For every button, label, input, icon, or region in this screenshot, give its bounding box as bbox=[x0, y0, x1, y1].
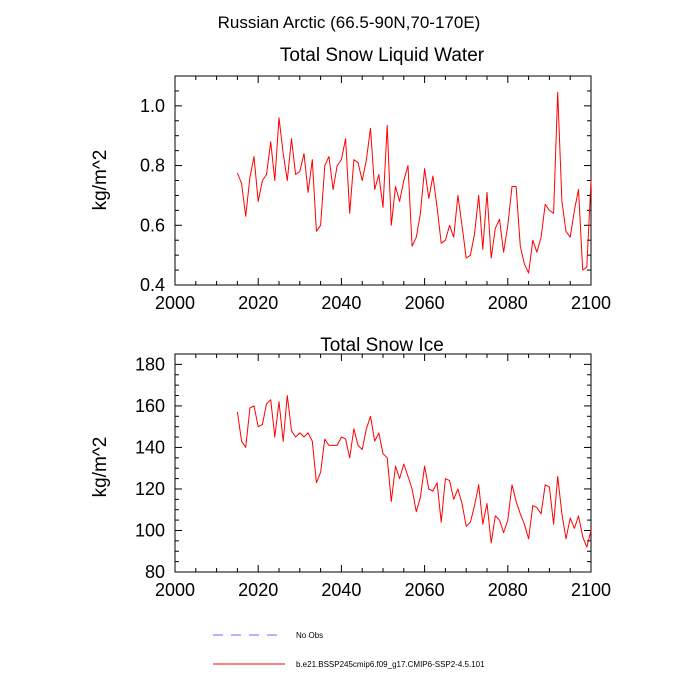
x-tick-label: 2040 bbox=[321, 580, 361, 600]
legend-no-obs-label: No Obs bbox=[296, 631, 323, 640]
legend: No Obs b.e21.BSSP245cmip6.f09_g17.CMIP6-… bbox=[213, 631, 485, 669]
x-tick-label: 2000 bbox=[155, 293, 195, 313]
y-tick-label: 80 bbox=[145, 562, 165, 582]
y-tick-label: 120 bbox=[135, 479, 165, 499]
y-tick-label: 160 bbox=[135, 396, 165, 416]
series-group bbox=[236, 395, 592, 548]
x-tick-label: 2080 bbox=[488, 293, 528, 313]
x-tick-label: 2020 bbox=[238, 580, 278, 600]
y-tick-label: 180 bbox=[135, 354, 165, 374]
x-tick-label: 2020 bbox=[238, 293, 278, 313]
y-tick-label: 0.8 bbox=[140, 156, 165, 176]
y-tick-label: 0.6 bbox=[140, 215, 165, 235]
y-tick-label: 1.0 bbox=[140, 96, 165, 116]
series-group bbox=[236, 91, 592, 274]
y-axis-label: kg/m^2 bbox=[90, 150, 111, 211]
y-tick-label: 140 bbox=[135, 437, 165, 457]
chart-title: Total Snow Liquid Water bbox=[280, 45, 485, 66]
legend-model-label: b.e21.BSSP245cmip6.f09_g17.CMIP6-SSP2-4.… bbox=[296, 660, 485, 669]
y-axis-label: kg/m^2 bbox=[90, 437, 111, 498]
x-tick-label: 2060 bbox=[405, 293, 445, 313]
x-tick-label: 2060 bbox=[405, 580, 445, 600]
y-tick-label: 0.4 bbox=[140, 275, 165, 295]
y-axis: 80 100 120 140 160 180 bbox=[135, 353, 591, 582]
x-tick-label: 2040 bbox=[321, 293, 361, 313]
x-tick-label: 2100 bbox=[571, 580, 611, 600]
y-axis: 0.4 0.6 0.8 1.0 bbox=[140, 75, 591, 295]
series-line bbox=[236, 395, 592, 548]
panel-snow-ice: Total Snow Ice kg/m^2 2000 2020 2040 2060 20… bbox=[90, 335, 611, 600]
chart-title: Total Snow Ice bbox=[320, 335, 444, 356]
x-tick-label: 2100 bbox=[571, 293, 611, 313]
plot-frame bbox=[174, 75, 592, 286]
figure-suptitle: Russian Arctic (66.5-90N,70-170E) bbox=[218, 13, 481, 32]
x-tick-label: 2000 bbox=[155, 580, 195, 600]
panel-snow-liquid-water: Total Snow Liquid Water kg/m^2 2000 2020 2… bbox=[90, 45, 611, 313]
x-axis: 2000 2020 2040 2060 2080 2100 bbox=[155, 354, 611, 600]
x-axis: 2000 2020 2040 2060 2080 2100 bbox=[155, 76, 611, 313]
series-line bbox=[236, 91, 592, 274]
y-tick-label: 100 bbox=[135, 520, 165, 540]
x-tick-label: 2080 bbox=[488, 580, 528, 600]
